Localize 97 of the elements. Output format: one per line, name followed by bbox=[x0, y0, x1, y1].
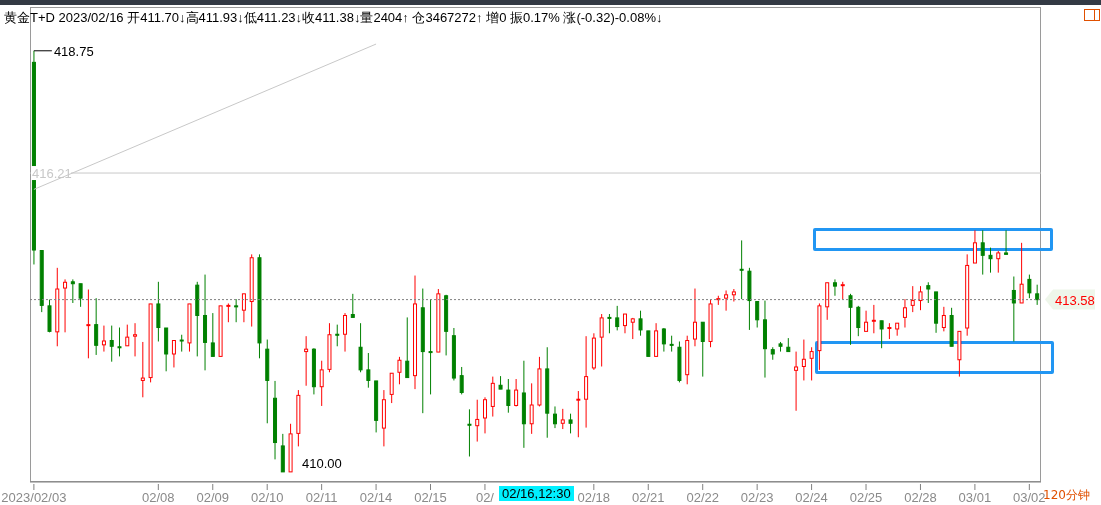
candlestick bbox=[156, 281, 161, 342]
candlestick bbox=[226, 302, 231, 323]
candlestick bbox=[171, 340, 176, 368]
candlestick bbox=[86, 289, 91, 359]
candlestick bbox=[599, 313, 604, 367]
candlestick bbox=[941, 306, 946, 332]
candlestick bbox=[902, 298, 907, 329]
candlestick bbox=[832, 278, 837, 297]
candlestick bbox=[638, 310, 643, 337]
candlestick bbox=[490, 376, 495, 418]
candlestick bbox=[879, 320, 884, 349]
candlestick bbox=[622, 313, 627, 334]
annotation: 410.00 bbox=[302, 456, 342, 471]
candlestick bbox=[724, 289, 729, 312]
candlestick bbox=[70, 278, 75, 304]
candlestick bbox=[529, 382, 534, 435]
x-tick-label: 02/11 bbox=[305, 490, 338, 505]
candlestick bbox=[467, 408, 472, 457]
text: 02/16,12:30 bbox=[499, 486, 574, 501]
candlestick bbox=[405, 316, 410, 379]
candlestick bbox=[755, 301, 760, 329]
candlestick bbox=[350, 293, 355, 318]
candlestick bbox=[459, 366, 464, 395]
candlestick bbox=[304, 335, 309, 387]
candlestick bbox=[1011, 276, 1016, 342]
candlestick bbox=[801, 339, 806, 381]
candlestick bbox=[63, 278, 68, 333]
x-tick-label: 02/ bbox=[475, 490, 495, 505]
candlestick bbox=[980, 229, 985, 276]
candlestick bbox=[241, 293, 246, 323]
x-tick-label: 02/15 bbox=[414, 490, 447, 505]
candlestick bbox=[560, 408, 565, 430]
x-tick-label: 02/22 bbox=[686, 490, 719, 505]
candlestick bbox=[739, 239, 744, 300]
x-tick-label: 02/28 bbox=[904, 490, 937, 505]
x-tick-label: 02/18 bbox=[577, 490, 611, 505]
x-tick-label: 03/01 bbox=[958, 490, 992, 505]
candlestick bbox=[1004, 229, 1009, 255]
candlestick bbox=[483, 396, 488, 434]
candlestick bbox=[109, 325, 114, 363]
candlestick bbox=[514, 378, 519, 407]
ref-line-label: 413.58 bbox=[1055, 292, 1095, 308]
x-tick-label: 02/08 bbox=[142, 490, 175, 505]
candlestick bbox=[234, 298, 239, 323]
candlestick bbox=[389, 372, 394, 404]
candlestick bbox=[809, 346, 814, 381]
x-tick-label: 02/24 bbox=[795, 490, 828, 505]
candlestick bbox=[506, 378, 511, 414]
candlestick bbox=[996, 250, 1001, 274]
annotation: 418.75 bbox=[53, 43, 94, 59]
x-tick-label: 02/14 bbox=[359, 490, 393, 505]
x-tick-label: 02/10 bbox=[250, 490, 284, 505]
candlestick bbox=[661, 327, 666, 353]
x-tick-label: 02/09 bbox=[196, 490, 230, 505]
x-tick-label: 02/25 bbox=[849, 490, 883, 505]
candlestick bbox=[607, 313, 612, 334]
candlestick bbox=[210, 312, 215, 357]
candlestick bbox=[319, 360, 324, 407]
candlestick bbox=[1035, 284, 1040, 306]
candlestick bbox=[428, 298, 433, 395]
candlestick bbox=[101, 325, 106, 353]
candlestick bbox=[972, 229, 977, 264]
x-tick-label: 2023/02/03 bbox=[1, 490, 67, 505]
candlestick bbox=[584, 335, 589, 429]
candlestick bbox=[1019, 242, 1024, 304]
candlestick bbox=[397, 356, 402, 385]
candlestick bbox=[700, 321, 705, 378]
candlestick bbox=[871, 304, 876, 334]
candlestick bbox=[343, 312, 348, 353]
candlestick bbox=[78, 283, 83, 308]
candlestick bbox=[864, 310, 869, 332]
candlestick bbox=[615, 305, 620, 331]
candlestick bbox=[140, 341, 145, 398]
candlestick bbox=[475, 399, 480, 443]
candlestick bbox=[117, 327, 122, 357]
candlestick bbox=[910, 285, 915, 313]
candlestick bbox=[335, 324, 340, 347]
candlestick bbox=[366, 352, 371, 389]
candlestick bbox=[918, 285, 923, 311]
candlestick bbox=[125, 324, 130, 347]
candlestick bbox=[553, 405, 557, 429]
x-tick-label: 02/23 bbox=[740, 490, 774, 505]
chart-title: 黄金T+D 2023/02/16 开411.70↓高411.93↓低411.23↓收411.38↓量2404↑ 仓3467272↑ 增0 振0.17% 涨(-0.32)-0.08%↓ bbox=[4, 9, 663, 27]
candlestick bbox=[576, 390, 581, 438]
candlestick bbox=[692, 288, 697, 347]
candlestick bbox=[794, 351, 799, 412]
candlestick bbox=[856, 305, 861, 337]
candlestick bbox=[848, 293, 853, 346]
candlestick bbox=[1027, 274, 1032, 299]
candlestick bbox=[358, 322, 363, 373]
candlestick bbox=[988, 247, 993, 274]
candlestick bbox=[926, 281, 931, 304]
x-tick-label: 02/21 bbox=[631, 490, 665, 505]
candlestick bbox=[731, 288, 736, 303]
candlestick bbox=[94, 297, 99, 356]
candlestick bbox=[133, 322, 138, 357]
candlestick bbox=[568, 413, 573, 434]
